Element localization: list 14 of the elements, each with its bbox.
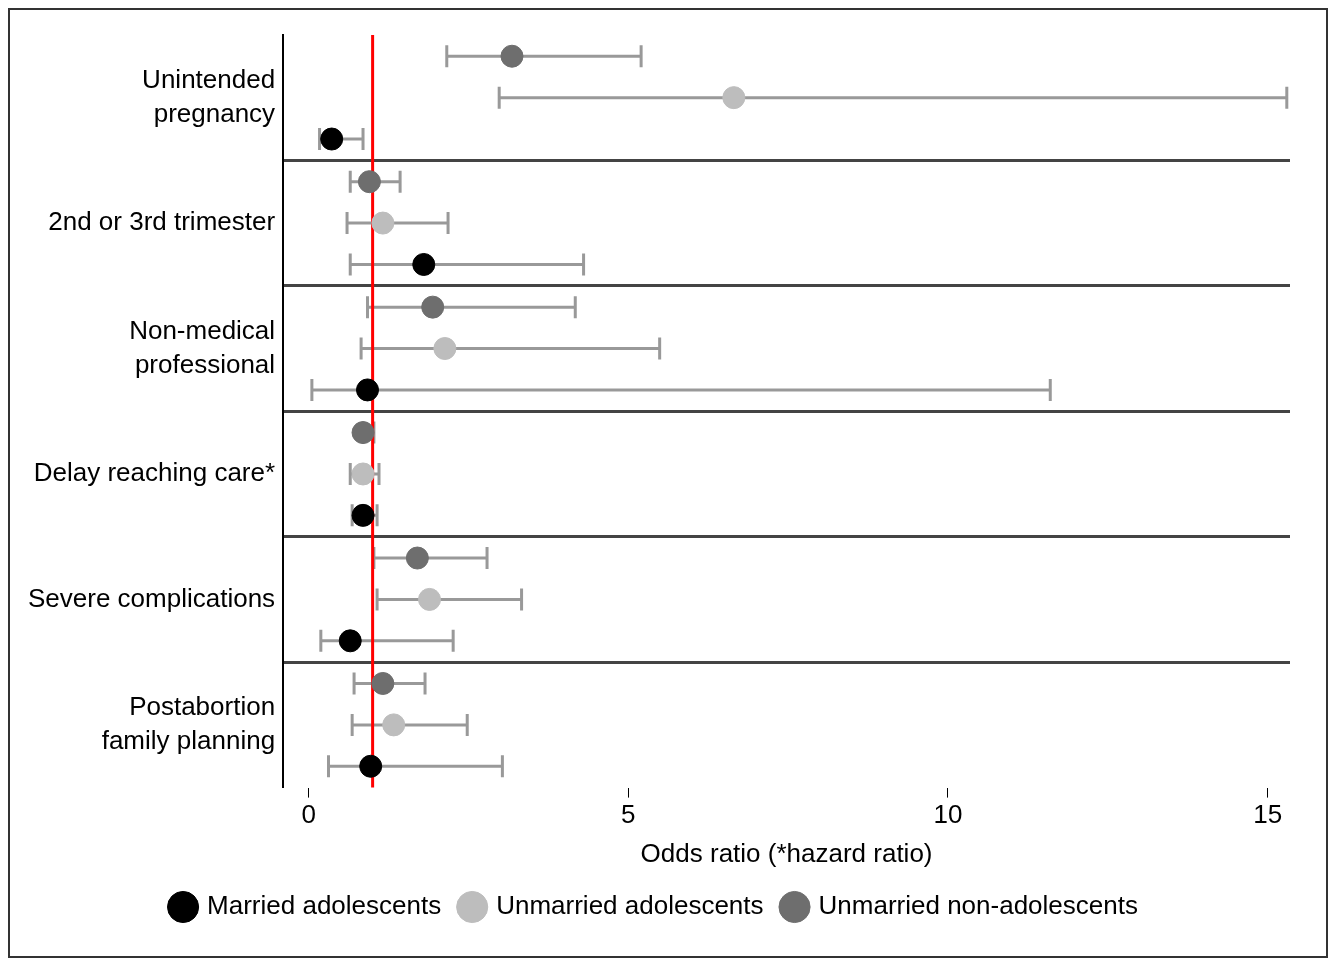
- y-tick-label: Postabortion family planning: [101, 691, 276, 755]
- y-tick-label: Non-medical professional: [129, 314, 276, 379]
- y-tick-label: Severe complications: [27, 582, 276, 613]
- x-axis-title: Odds ratio (*hazard ratio): [640, 837, 933, 868]
- x-tick-label: 0: [301, 799, 316, 830]
- x-tick-label: 15: [1253, 799, 1283, 830]
- legend-label: Married adolescents: [207, 890, 442, 921]
- legend-label: Unmarried non-adolescents: [818, 890, 1138, 921]
- legend-label: Unmarried adolescents: [496, 890, 764, 921]
- y-tick-label: Delay reaching care*: [33, 457, 276, 488]
- y-tick-label: Unintended pregnancy: [142, 63, 276, 128]
- y-tick-label: 2nd or 3rd trimester: [48, 206, 276, 237]
- x-tick-label: 10: [933, 799, 963, 830]
- x-tick-label: 5: [621, 799, 636, 830]
